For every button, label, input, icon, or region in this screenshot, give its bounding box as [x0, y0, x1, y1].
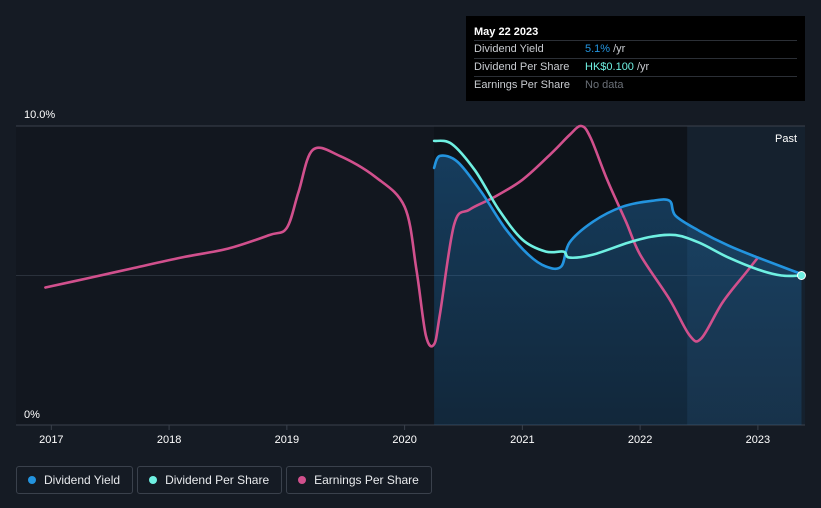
chart-area: 10.0% 0% Past 2017 2018 2019 2020 2021 2022 20…	[16, 109, 806, 446]
x-tick-label: 2020	[392, 434, 416, 446]
tooltip-row-value: 5.1%	[585, 43, 611, 55]
tooltip-row-value: HK$0.100	[585, 61, 634, 73]
tooltip-row-dividend-per-share: Dividend Per Share HK$0.100/yr	[474, 58, 797, 76]
hover-tooltip: May 22 2023 Dividend Yield 5.1%/yr Divid…	[466, 16, 805, 101]
legend-label: Dividend Per Share	[165, 473, 270, 487]
tooltip-row-label: Dividend Per Share	[474, 61, 570, 73]
tooltip-row-unit: /yr	[636, 61, 650, 73]
tooltip-row-unit: /yr	[613, 43, 626, 55]
x-tick-label: 2019	[275, 434, 299, 446]
legend-label: Dividend Yield	[44, 473, 121, 487]
dividend-per-share-line	[432, 139, 803, 278]
dividend-yield-area	[434, 155, 802, 425]
legend-dot-icon	[298, 476, 307, 484]
tooltip-row-value: No data	[585, 79, 624, 91]
legend: Dividend Yield Dividend Per Share Earnin…	[16, 466, 432, 494]
dividend-yield-line	[432, 154, 803, 276]
x-tick-label: 2023	[746, 434, 770, 446]
legend-item-earnings-per-share[interactable]: Earnings Per Share	[286, 466, 432, 494]
dividend-per-share-end-marker	[796, 271, 806, 280]
legend-label: Earnings Per Share	[314, 473, 419, 487]
tooltip-date: May 22 2023	[474, 26, 539, 38]
x-tick-label: 2017	[39, 434, 63, 446]
tooltip-row-earnings-per-share: Earnings Per Share No data	[474, 76, 797, 94]
y-axis-bottom-label: 0%	[24, 409, 40, 421]
tooltip-row-label: Dividend Yield	[474, 43, 544, 55]
series-layer	[44, 124, 806, 425]
legend-item-dividend-yield[interactable]: Dividend Yield	[16, 466, 134, 494]
tooltip-row-label: Earnings Per Share	[474, 79, 570, 91]
legend-dot-icon	[149, 476, 158, 484]
x-tick-label: 2022	[628, 434, 652, 446]
x-tick-label: 2018	[157, 434, 181, 446]
earnings-per-share-line	[44, 124, 760, 348]
past-label: Past	[775, 133, 797, 145]
x-tick-label: 2021	[510, 434, 534, 446]
y-axis-top-label: 10.0%	[24, 109, 55, 121]
x-axis-ticks: 2017 2018 2019 2020 2021 2022 2023	[39, 425, 770, 446]
legend-dot-icon	[28, 476, 36, 484]
legend-item-dividend-per-share[interactable]: Dividend Per Share	[137, 466, 283, 494]
tooltip-row-dividend-yield: Dividend Yield 5.1%/yr	[474, 40, 797, 58]
